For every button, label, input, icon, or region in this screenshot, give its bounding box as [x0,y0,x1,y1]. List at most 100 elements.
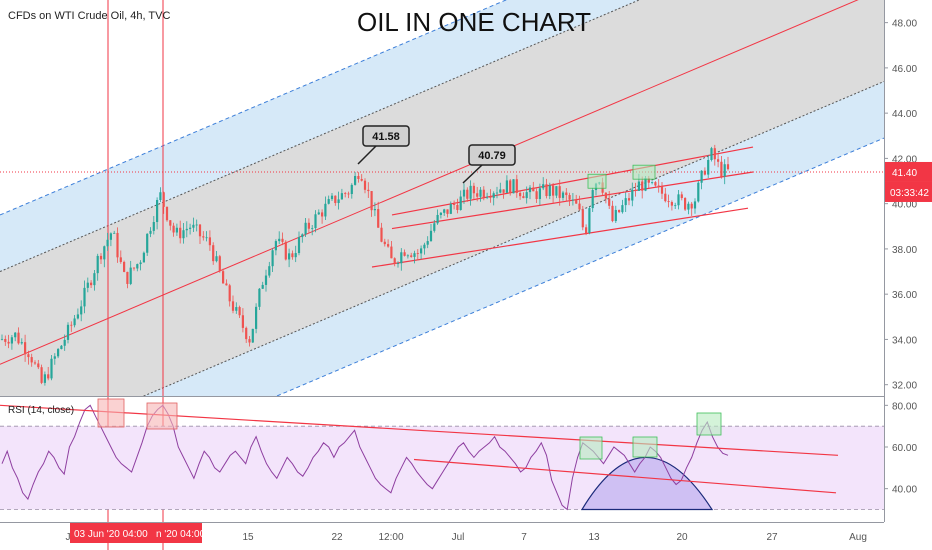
candle-body [284,241,287,260]
candle-body [396,263,400,265]
candle-body [525,192,528,199]
candle-body [591,190,594,209]
candle-body [215,256,218,262]
candle-body [268,266,271,276]
candle-body [462,189,466,197]
candle-body [482,189,485,198]
candle-body [420,248,423,254]
price-highlight-box-1 [587,173,607,189]
time-highlight-2 [154,523,202,543]
candle-body [10,337,13,344]
candle-body [350,184,353,195]
candle-body [307,222,310,229]
candle-body [202,236,205,238]
time-highlight-label-1: 03 Jun '20 04:00 [74,529,148,540]
candle-body [238,307,241,316]
candle-body [393,258,396,264]
candle-body [512,179,515,194]
candle-body [410,255,413,257]
candle-body [561,192,565,198]
candle-body [614,209,617,222]
candle-body [205,237,208,239]
countdown-label: 03:33:42 [890,188,929,199]
candle-body [390,246,393,259]
candle-body [624,198,627,206]
candle-body [387,244,390,247]
candle-body [37,363,40,368]
candle-body [212,245,215,262]
candle-body [522,196,525,199]
candle-body [660,186,664,194]
candle-body [96,255,99,274]
candle-body [538,188,541,199]
candle-body [677,194,680,206]
candle-body [334,195,337,204]
candle-body [66,324,70,340]
candle-body [73,318,76,326]
candle-body [459,196,462,210]
candle-body [515,179,518,193]
candle-body [149,230,152,234]
inner-channel [0,0,884,396]
candle-body [264,275,268,285]
candle-body [146,233,149,253]
candle-body [631,189,634,201]
time-tick-label: J [66,532,71,543]
candle-body [443,209,446,213]
candle-body [426,241,429,245]
candle-body [103,246,106,260]
candle-body [152,222,155,231]
candle-body [367,189,370,192]
rsi-tick-label: 40.00 [892,485,917,496]
candle-body [258,288,261,307]
candle-body [354,175,357,185]
candle-body [53,356,56,359]
candle-body [687,203,690,210]
candle-body [90,282,93,286]
candle-body [627,198,631,201]
candle-body [726,164,730,170]
rsi-highlight-box-5 [696,412,722,436]
candle-body [634,189,637,191]
chart-title: OIL IN ONE CHART [357,7,591,37]
time-tick-label: 15 [242,532,254,543]
candle-body [637,181,640,191]
symbol-label: CFDs on WTI Crude Oil, 4h, TVC [8,10,170,22]
candle-body [76,314,79,319]
candle-body [126,271,129,284]
candle-body [486,196,489,198]
candle-body [654,182,657,186]
candle-body [723,164,726,177]
candle-body [80,306,83,315]
candle-body [571,199,574,201]
candle-body [225,283,228,286]
candle-body [129,267,132,284]
candle-body [304,222,307,235]
rsi-tick-label: 60.00 [892,443,917,454]
price-tick-label: 46.00 [892,64,917,75]
candle-body [528,187,532,193]
candle-body [123,261,126,272]
candle-body [710,148,713,160]
candle-body [383,241,386,245]
candle-body [278,238,281,242]
candle-body [60,345,63,350]
candle-body [261,284,264,289]
rsi-trendline-1 [0,404,839,456]
current-price-label: 41.40 [892,168,917,179]
candle-body [373,209,376,211]
price-highlight-box-2 [632,164,656,180]
candle-body [7,341,10,344]
candle-body [466,189,469,199]
candle-body [50,358,53,379]
candle-body [680,194,683,199]
candle-body [57,349,60,357]
rsi-label: RSI (14, close) [8,405,74,416]
candle-body [568,195,571,200]
wedge-bottom [371,207,749,268]
candle-body [255,306,258,329]
candle-body [611,205,614,222]
candle-body [519,192,522,197]
candle-body [182,230,185,239]
candle-body [433,223,436,231]
